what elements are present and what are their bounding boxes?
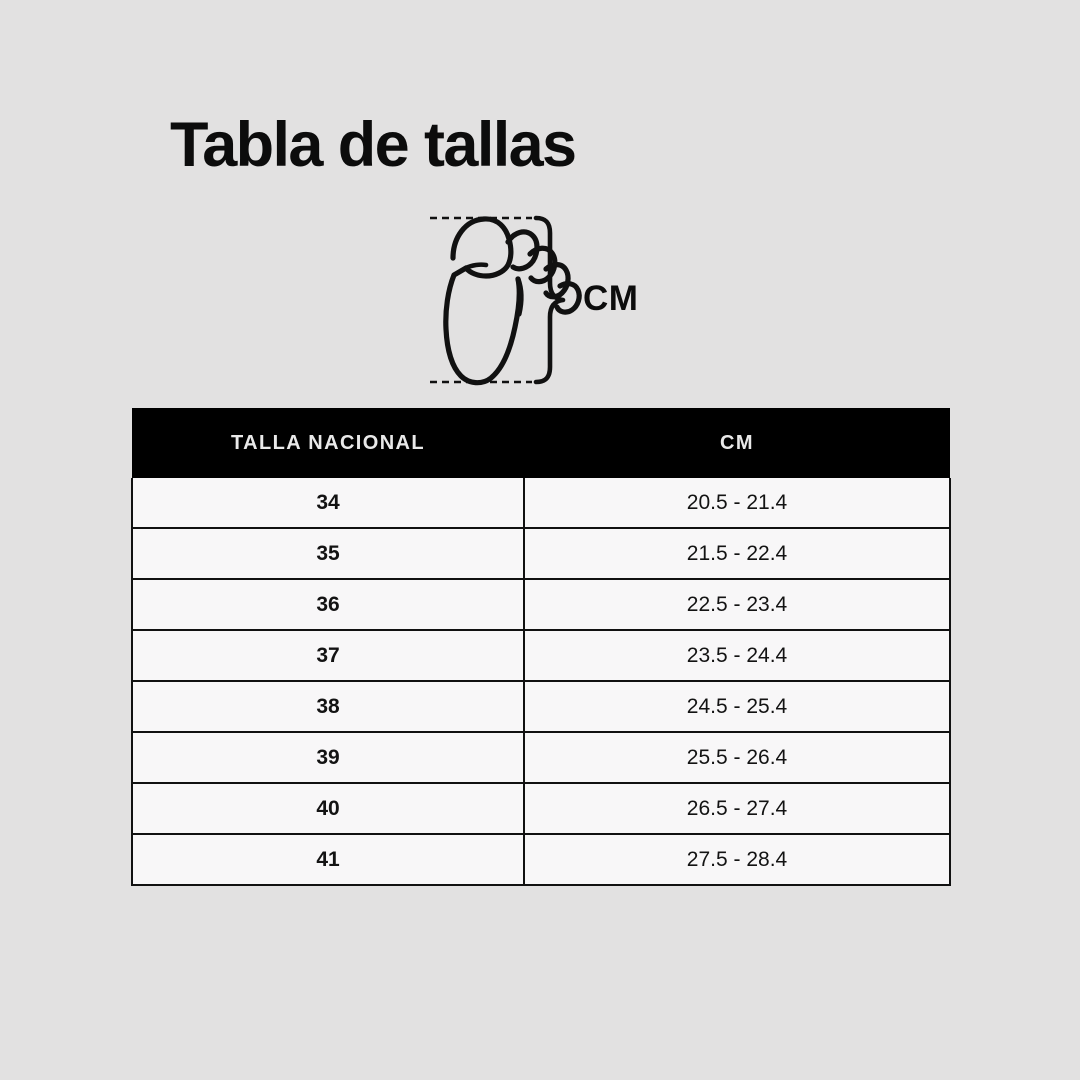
- cm-callout-label: CM: [583, 279, 639, 318]
- cell-talla-nacional: 35: [131, 527, 524, 579]
- cell-cm: 20.5 - 21.4: [523, 478, 951, 528]
- table-header-row: TALLA NACIONAL CM: [132, 408, 950, 478]
- table-row: 34 20.5 - 21.4: [131, 478, 951, 528]
- cell-talla-nacional: 37: [131, 629, 524, 681]
- table-row: 35 21.5 - 22.4: [131, 527, 951, 579]
- foot-sole-outline-icon: [443, 216, 582, 386]
- cell-cm: 27.5 - 28.4: [523, 833, 951, 886]
- table-row: 38 24.5 - 25.4: [131, 680, 951, 732]
- cell-talla-nacional: 36: [131, 578, 524, 630]
- table-row: 41 27.5 - 28.4: [131, 833, 951, 886]
- cell-talla-nacional: 39: [131, 731, 524, 783]
- table-row: 40 26.5 - 27.4: [131, 782, 951, 834]
- cell-cm: 26.5 - 27.4: [523, 782, 951, 834]
- page-title: Tabla de tallas: [170, 110, 577, 180]
- cell-cm: 24.5 - 25.4: [523, 680, 951, 732]
- foot-measurement-diagram: [412, 205, 682, 395]
- cell-talla-nacional: 34: [131, 478, 524, 528]
- table-row: 36 22.5 - 23.4: [131, 578, 951, 630]
- table-row: 37 23.5 - 24.4: [131, 629, 951, 681]
- cell-cm: 21.5 - 22.4: [523, 527, 951, 579]
- table-header: TALLA NACIONAL CM: [132, 408, 950, 478]
- table-body: 34 20.5 - 21.4 35 21.5 - 22.4 36 22.5 - 23.4 3…: [131, 478, 951, 886]
- column-header-talla-nacional: TALLA NACIONAL: [132, 408, 524, 478]
- cell-cm: 23.5 - 24.4: [523, 629, 951, 681]
- cell-talla-nacional: 38: [131, 680, 524, 732]
- column-header-cm: CM: [524, 408, 950, 478]
- table-row: 39 25.5 - 26.4: [131, 731, 951, 783]
- size-chart-table: TALLA NACIONAL CM 34 20.5 - 21.4 35 21.5 - …: [131, 408, 951, 886]
- cell-cm: 25.5 - 26.4: [523, 731, 951, 783]
- cell-talla-nacional: 40: [131, 782, 524, 834]
- cell-talla-nacional: 41: [131, 833, 524, 886]
- curly-brace-icon: [533, 215, 566, 385]
- cell-cm: 22.5 - 23.4: [523, 578, 951, 630]
